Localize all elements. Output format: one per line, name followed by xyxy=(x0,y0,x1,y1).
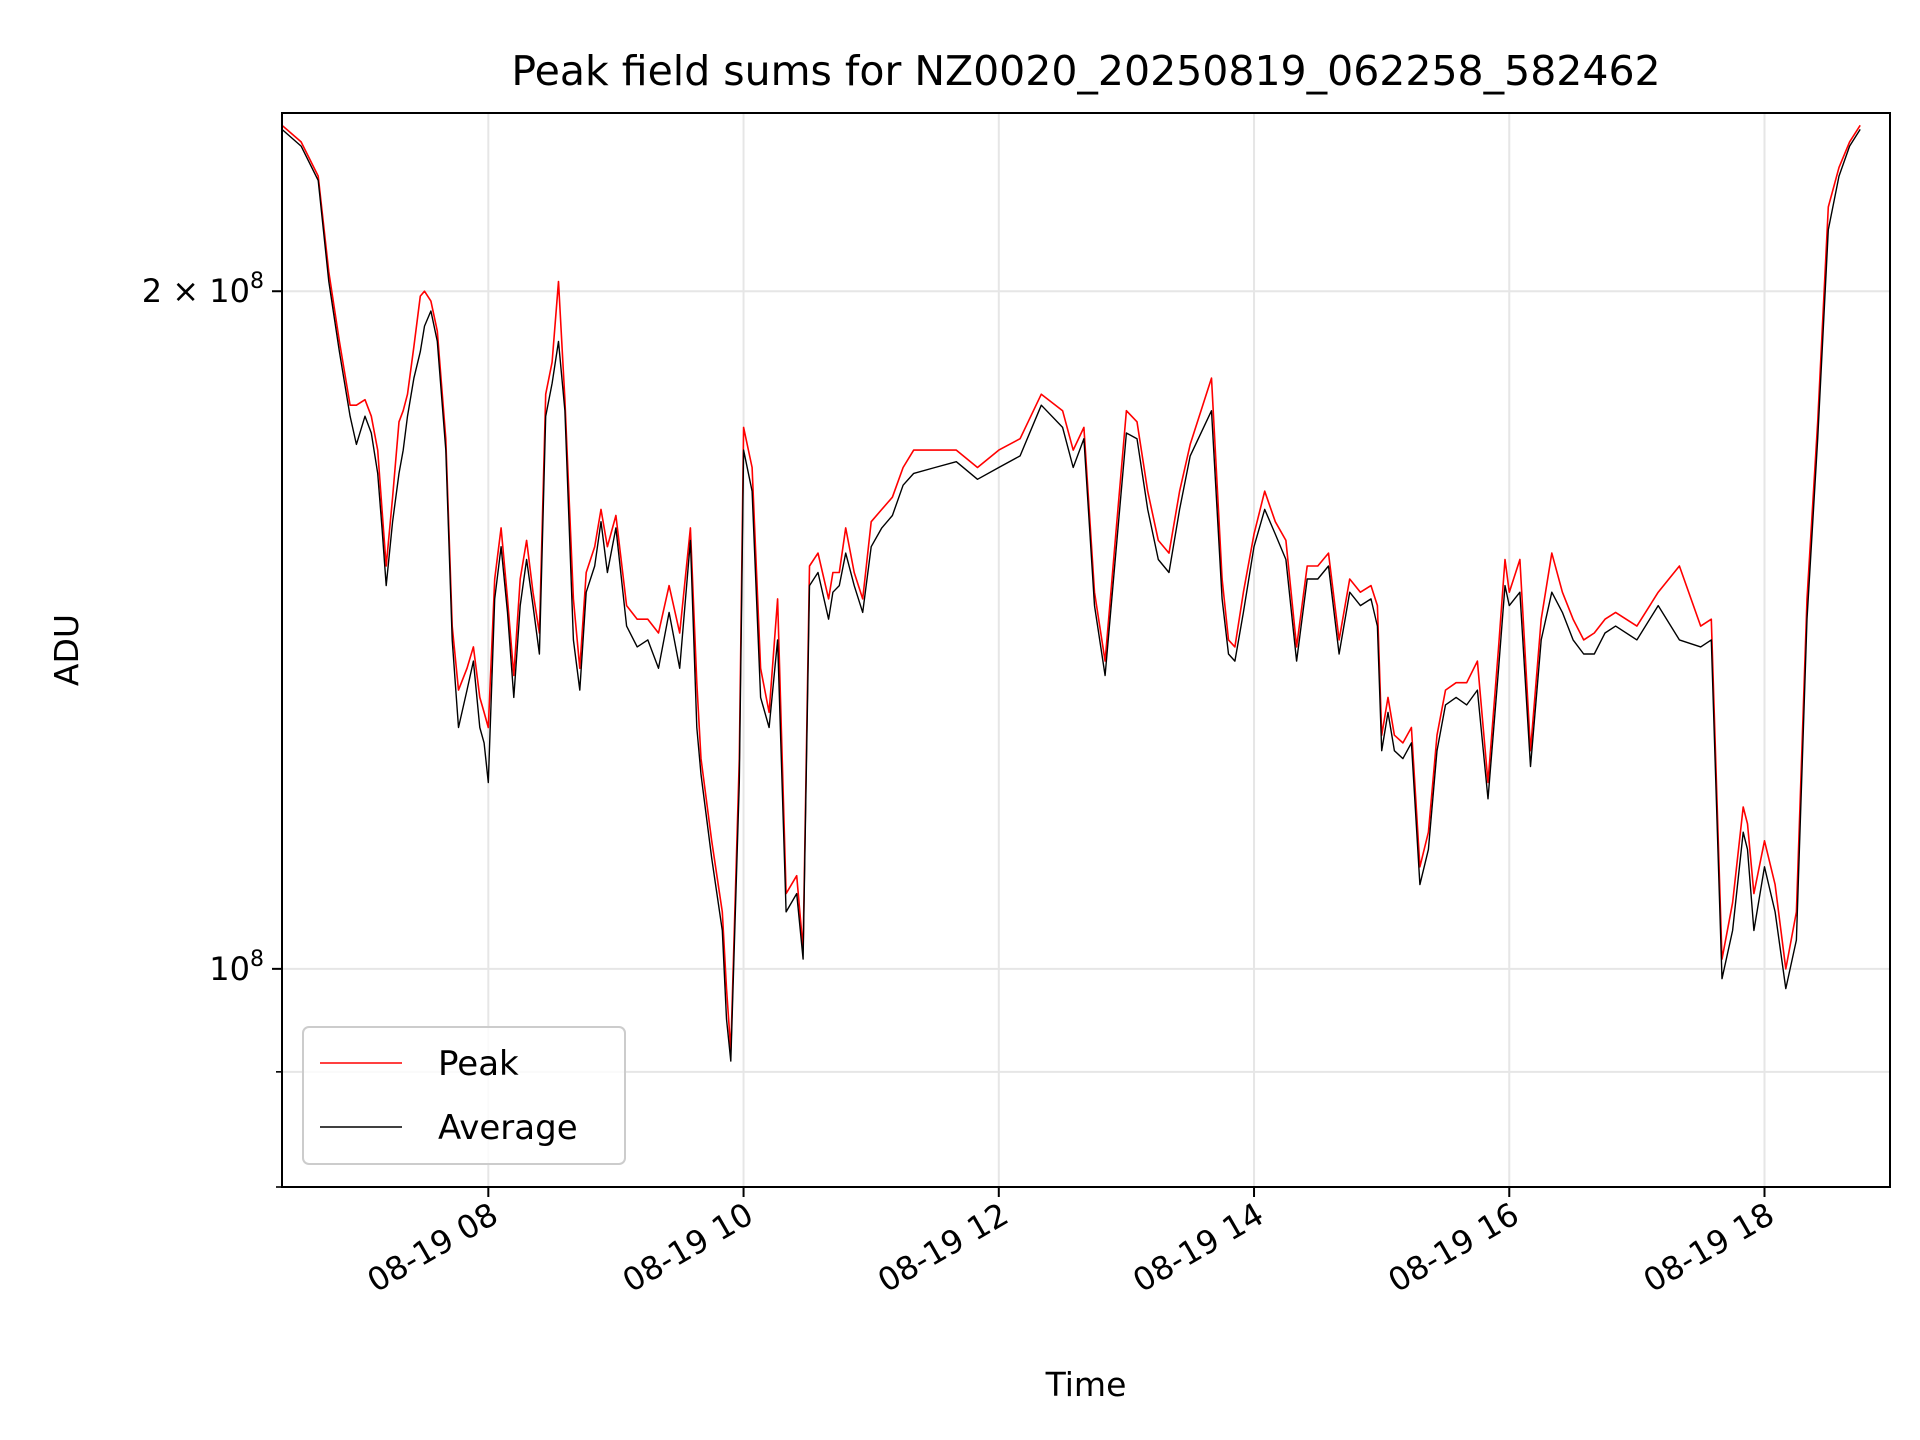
chart-title: Peak field sums for NZ0020_20250819_0622… xyxy=(511,47,1660,95)
y-axis-ticks: 108 2 × 108 xyxy=(142,269,282,1188)
legend-label-average: Average xyxy=(438,1108,578,1148)
plot-frame xyxy=(281,112,1891,1188)
x-axis-label: Time xyxy=(1045,1365,1127,1404)
y-tick-label: 2 × 108 xyxy=(142,269,264,310)
legend-label-peak: Peak xyxy=(438,1044,519,1084)
series-line-average xyxy=(281,128,1861,1062)
series-line-peak xyxy=(281,124,1861,1052)
series-layer xyxy=(281,124,1861,1062)
y-axis-label: ADU xyxy=(47,614,86,686)
y-tick-label: 108 xyxy=(209,947,264,988)
legend: Peak Average xyxy=(302,1026,626,1165)
legend-box xyxy=(302,1026,626,1165)
